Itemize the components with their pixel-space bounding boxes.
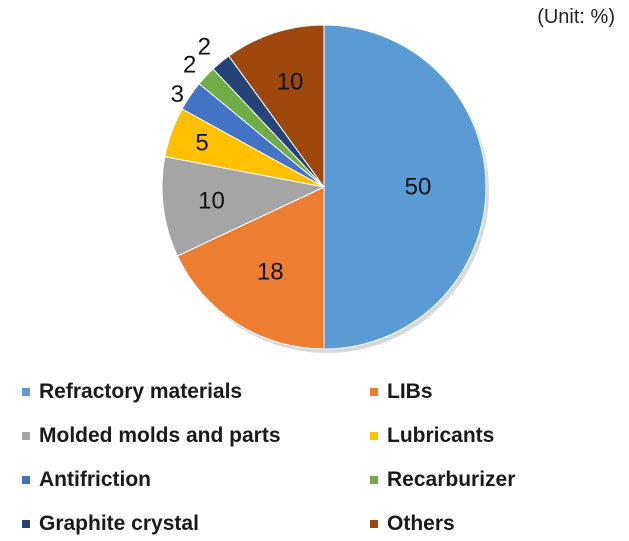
legend-swatch	[370, 520, 378, 528]
pie-slice-refractory-materials	[323, 24, 487, 350]
legend-swatch	[22, 520, 30, 528]
data-label-lubricants: 5	[195, 130, 208, 157]
legend-row: Refractory materials LIBs	[22, 370, 622, 414]
legend-item-antifriction: Antifriction	[22, 468, 370, 492]
legend-label: Refractory materials	[39, 380, 243, 403]
legend-label: Molded molds and parts	[39, 424, 281, 447]
pie-slices	[161, 24, 489, 353]
pie-slice-others	[228, 24, 325, 189]
legend-item-recarburizer: Recarburizer	[370, 468, 515, 492]
legend-item-lubricants: Lubricants	[370, 424, 494, 448]
data-label-recarburizer: 2	[183, 51, 196, 78]
data-label-graphite-crystal: 2	[198, 34, 211, 61]
legend-swatch	[22, 476, 30, 484]
legend-swatch	[370, 476, 378, 484]
legend-row: Graphite crystal Others	[22, 502, 622, 541]
legend-item-others: Others	[370, 512, 455, 536]
legend-label: Antifriction	[39, 468, 151, 491]
legend-label: Lubricants	[387, 424, 495, 447]
pie-slice-libs	[176, 186, 325, 350]
legend: Refractory materials LIBs Molded molds a…	[22, 370, 622, 541]
legend-label: Recarburizer	[387, 468, 516, 491]
legend-label: LIBs	[387, 380, 433, 403]
legend-swatch	[22, 388, 30, 396]
legend-swatch	[370, 388, 378, 396]
legend-label: Others	[387, 512, 455, 535]
legend-swatch	[22, 432, 30, 440]
legend-row: Molded molds and parts Lubricants	[22, 414, 622, 458]
legend-item-libs: LIBs	[370, 380, 433, 404]
unit-label: (Unit: %)	[537, 6, 615, 28]
data-label-molded-molds-and-parts: 10	[198, 188, 225, 215]
legend-item-molded-molds-and-parts: Molded molds and parts	[22, 424, 370, 448]
data-label-libs: 18	[257, 258, 284, 285]
legend-row: Antifriction Recarburizer	[22, 458, 622, 502]
data-label-refractory-materials: 50	[405, 174, 432, 201]
legend-swatch	[370, 432, 378, 440]
data-label-antifriction: 3	[171, 81, 184, 108]
legend-item-graphite-crystal: Graphite crystal	[22, 512, 370, 536]
legend-label: Graphite crystal	[39, 512, 199, 535]
pie-slice-molded-molds-and-parts	[161, 156, 326, 257]
data-label-others: 10	[277, 69, 304, 96]
legend-item-refractory-materials: Refractory materials	[22, 380, 370, 404]
